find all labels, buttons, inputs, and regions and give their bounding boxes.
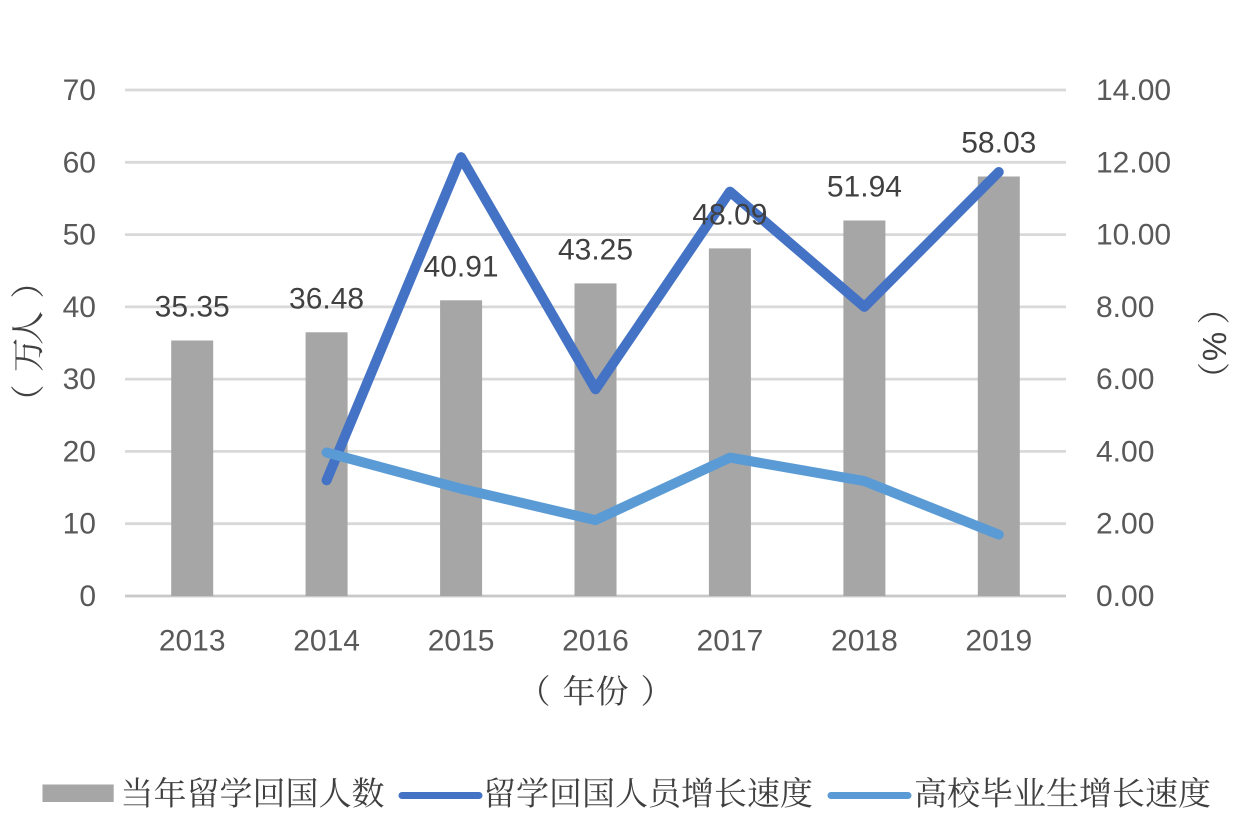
svg-text:30: 30 [63, 363, 96, 396]
svg-text:58.03: 58.03 [961, 127, 1036, 160]
svg-text:70: 70 [63, 74, 96, 107]
svg-text:10: 10 [63, 508, 96, 541]
svg-text:2015: 2015 [428, 625, 495, 658]
svg-text:43.25: 43.25 [558, 233, 633, 266]
svg-text:14.00: 14.00 [1096, 74, 1171, 107]
svg-text:%: % [1196, 332, 1233, 361]
svg-text:40.91: 40.91 [424, 250, 499, 283]
svg-text:10.00: 10.00 [1096, 219, 1171, 252]
svg-text:2018: 2018 [831, 625, 898, 658]
svg-text:2017: 2017 [697, 625, 764, 658]
svg-text:50: 50 [63, 219, 96, 252]
svg-text:2016: 2016 [562, 625, 629, 658]
svg-text:36.48: 36.48 [289, 282, 364, 315]
svg-text:51.94: 51.94 [827, 171, 902, 204]
svg-text:2.00: 2.00 [1096, 508, 1154, 541]
svg-text:35.35: 35.35 [155, 291, 230, 324]
svg-text:0.00: 0.00 [1096, 580, 1154, 613]
svg-text:20: 20 [63, 435, 96, 468]
svg-text:40: 40 [63, 291, 96, 324]
svg-text:4.00: 4.00 [1096, 435, 1154, 468]
svg-text:0: 0 [79, 580, 96, 613]
svg-text:8.00: 8.00 [1096, 291, 1154, 324]
svg-text:48.09: 48.09 [692, 198, 767, 231]
svg-text:60: 60 [63, 146, 96, 179]
svg-text:2014: 2014 [293, 625, 360, 658]
svg-text:6.00: 6.00 [1096, 363, 1154, 396]
svg-text:2019: 2019 [965, 625, 1032, 658]
svg-text:2013: 2013 [159, 625, 226, 658]
svg-text:12.00: 12.00 [1096, 146, 1171, 179]
